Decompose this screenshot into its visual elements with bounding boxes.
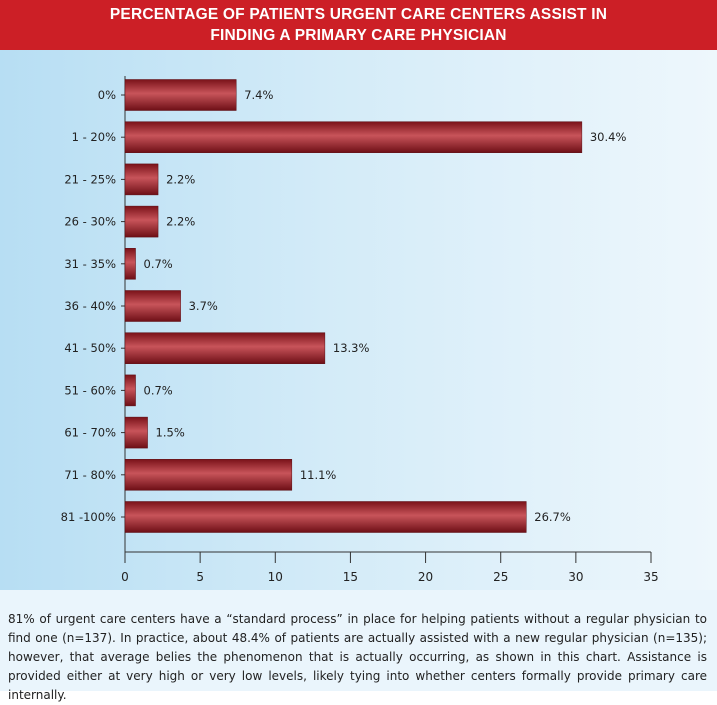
category-label: 71 - 80%	[64, 468, 116, 482]
bar	[124, 501, 527, 533]
x-tick-label: 0	[121, 570, 129, 584]
category-label: 36 - 40%	[64, 299, 116, 313]
category-label: 81 -100%	[61, 510, 116, 524]
category-label: 41 - 50%	[64, 341, 116, 355]
x-tick-label: 25	[493, 570, 508, 584]
data-label: 7.4%	[244, 88, 273, 102]
chart-title-line-1: PERCENTAGE OF PATIENTS URGENT CARE CENTE…	[109, 6, 608, 23]
data-label: 11.1%	[300, 468, 337, 482]
caption-panel: 81% of urgent care centers have a “stand…	[0, 590, 717, 702]
data-label: 26.7%	[534, 510, 571, 524]
category-label: 21 - 25%	[64, 172, 116, 186]
chart-caption: 81% of urgent care centers have a “stand…	[8, 612, 707, 702]
data-label: 0.7%	[144, 257, 173, 271]
plot-area: 0% 7.4% 1 - 20% 30.4% 21 - 25% 2.2% 26 - 30% 2.…	[0, 50, 717, 590]
data-label: 0.7%	[144, 383, 173, 397]
bar	[124, 459, 293, 491]
category-label: 0%	[98, 88, 116, 102]
bar	[124, 121, 583, 153]
bar	[124, 248, 136, 280]
x-tick-label: 30	[568, 570, 583, 584]
category-label: 26 - 30%	[64, 215, 116, 229]
bar	[124, 290, 181, 322]
x-tick-label: 20	[418, 570, 433, 584]
bar	[124, 79, 237, 111]
category-label: 1 - 20%	[72, 130, 116, 144]
x-tick-label: 10	[268, 570, 283, 584]
category-label: 61 - 70%	[64, 426, 116, 440]
x-tick-label: 5	[196, 570, 204, 584]
category-label: 51 - 60%	[64, 383, 116, 397]
bar	[124, 205, 159, 238]
category-label: 31 - 35%	[64, 257, 116, 271]
data-label: 3.7%	[189, 299, 218, 313]
chart-title-line-2: FINDING A PRIMARY CARE PHYSICIAN	[210, 27, 507, 44]
bar	[124, 374, 136, 407]
bar	[124, 416, 148, 449]
x-tick-label: 15	[343, 570, 358, 584]
data-label: 2.2%	[166, 172, 195, 186]
bar	[124, 163, 159, 196]
data-label: 13.3%	[333, 341, 370, 355]
bar	[124, 332, 326, 364]
data-label: 30.4%	[590, 130, 627, 144]
chart-title: PERCENTAGE OF PATIENTS URGENT CARE CENTE…	[0, 0, 717, 50]
data-label: 2.2%	[166, 215, 195, 229]
data-label: 1.5%	[156, 426, 185, 440]
bar-chart-svg: 0% 7.4% 1 - 20% 30.4% 21 - 25% 2.2% 26 - 30% 2.…	[61, 76, 659, 584]
x-tick-label: 35	[643, 570, 658, 584]
